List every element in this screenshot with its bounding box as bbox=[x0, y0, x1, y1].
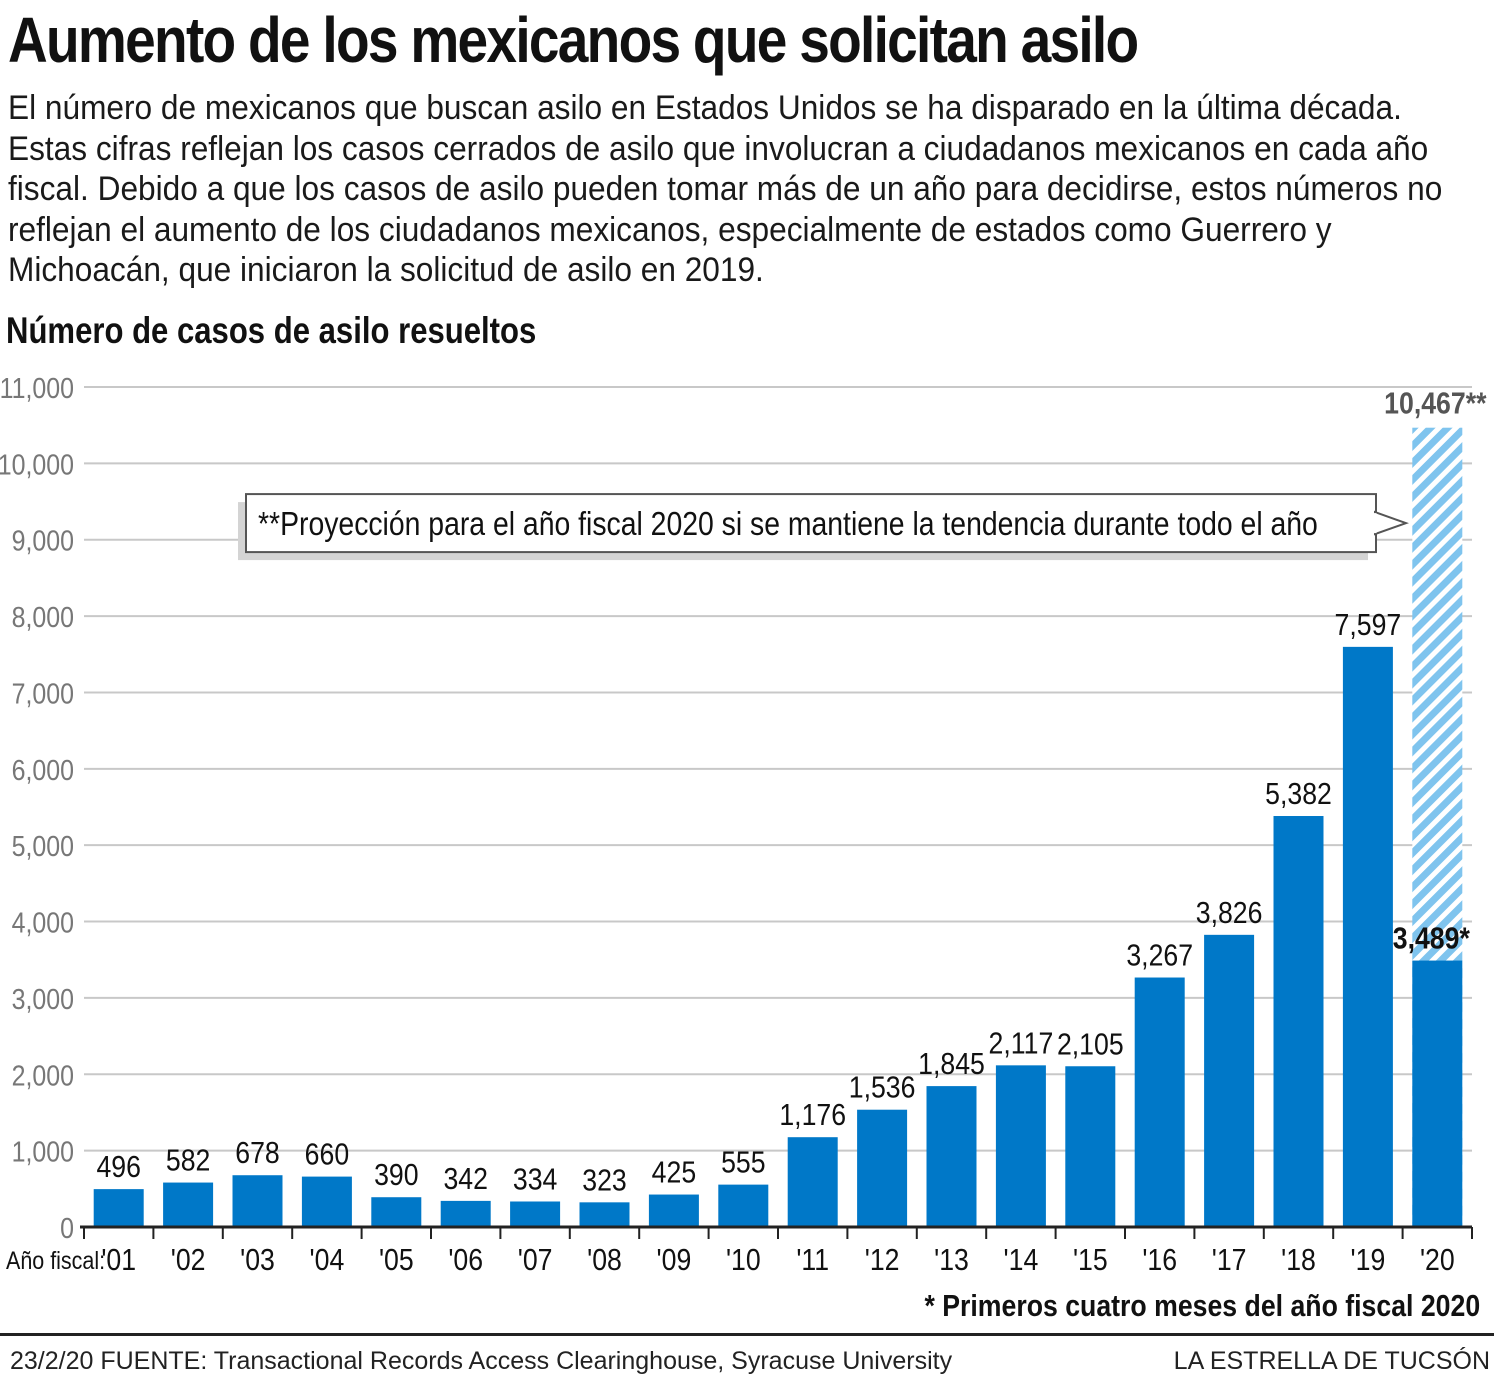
callout-text: **Proyección para el año fiscal 2020 si … bbox=[258, 505, 1318, 543]
bar-value-label: 3,267 bbox=[1126, 939, 1193, 973]
callout-box bbox=[245, 493, 1377, 554]
y-tick-label: 4,000 bbox=[12, 907, 74, 939]
x-tick-label: '12 bbox=[865, 1243, 900, 1277]
y-tick-label: 2,000 bbox=[12, 1060, 74, 1092]
x-tick-label: '03 bbox=[240, 1243, 275, 1277]
bar-value-label: 2,105 bbox=[1057, 1027, 1124, 1061]
bar bbox=[648, 1194, 699, 1227]
bar-chart: 10,467** 496 582 678 660 390 342 334 323 425 555 1,… bbox=[0, 372, 1487, 1277]
x-tick-label: '17 bbox=[1212, 1243, 1247, 1277]
bar-value-label: 323 bbox=[582, 1164, 626, 1198]
bar bbox=[995, 1065, 1046, 1227]
bar bbox=[1342, 646, 1393, 1227]
x-tick-label: '04 bbox=[310, 1243, 345, 1277]
intro-paragraph: El número de mexicanos que buscan asilo … bbox=[8, 89, 1443, 289]
y-tick-label: 10,000 bbox=[0, 449, 74, 481]
y-tick-label: 7,000 bbox=[12, 678, 74, 710]
x-tick-label: '10 bbox=[726, 1243, 761, 1277]
x-tick-label: '08 bbox=[587, 1243, 622, 1277]
bar-value-label: 390 bbox=[374, 1158, 418, 1192]
y-tick-label: 8,000 bbox=[12, 601, 74, 633]
bar-value-label: 1,536 bbox=[849, 1071, 916, 1105]
bar bbox=[787, 1137, 838, 1227]
bar bbox=[1134, 977, 1185, 1227]
bar bbox=[1273, 816, 1324, 1227]
projection-label: 10,467** bbox=[1384, 387, 1487, 421]
bar bbox=[718, 1184, 769, 1227]
x-tick-label: '09 bbox=[657, 1243, 692, 1277]
bar-value-label: 334 bbox=[513, 1163, 557, 1197]
publisher-name: LA ESTRELLA DE TUCSÓN bbox=[1173, 1347, 1490, 1375]
bar-value-label: 342 bbox=[443, 1162, 487, 1196]
x-tick-label: '15 bbox=[1073, 1243, 1108, 1277]
bar bbox=[163, 1182, 214, 1227]
bar bbox=[926, 1086, 977, 1227]
bar-value-label: 496 bbox=[96, 1150, 140, 1184]
bar bbox=[1065, 1066, 1116, 1227]
bar bbox=[232, 1175, 283, 1227]
x-tick-label: '01 bbox=[101, 1243, 136, 1277]
bar bbox=[857, 1109, 908, 1227]
x-tick-label: '07 bbox=[518, 1243, 553, 1277]
bar bbox=[93, 1189, 144, 1227]
bar-value-label: 2,117 bbox=[989, 1027, 1054, 1061]
x-tick-label: '13 bbox=[934, 1243, 969, 1277]
y-tick-label: 3,000 bbox=[12, 983, 74, 1015]
y-tick-label: 5,000 bbox=[12, 830, 74, 862]
bar-value-label: 3,826 bbox=[1196, 896, 1263, 930]
x-tick-label: '02 bbox=[171, 1243, 206, 1277]
bar bbox=[440, 1200, 491, 1227]
bar bbox=[1412, 960, 1463, 1227]
y-tick-label: 9,000 bbox=[12, 525, 74, 557]
bar-value-label: 678 bbox=[235, 1136, 279, 1170]
bar-value-label: 1,845 bbox=[918, 1047, 985, 1081]
x-tick-label: '16 bbox=[1142, 1243, 1177, 1277]
bar-value-label: 3,489* bbox=[1393, 922, 1471, 956]
x-tick-label: '18 bbox=[1281, 1243, 1316, 1277]
x-tick-label: '14 bbox=[1004, 1243, 1039, 1277]
chart-subtitle: Número de casos de asilo resueltos bbox=[6, 310, 537, 351]
bar bbox=[371, 1197, 422, 1227]
page-title: Aumento de los mexicanos que solicitan a… bbox=[8, 4, 1139, 76]
bar-value-label: 555 bbox=[721, 1146, 765, 1180]
bar-value-label: 660 bbox=[305, 1138, 349, 1172]
x-tick-label: '19 bbox=[1351, 1243, 1386, 1277]
bar-value-label: 7,597 bbox=[1335, 608, 1402, 642]
x-axis-label: Año fiscal: bbox=[6, 1246, 105, 1274]
footer-divider bbox=[0, 1333, 1494, 1336]
x-tick-label: '05 bbox=[379, 1243, 414, 1277]
y-tick-label: 6,000 bbox=[12, 754, 74, 786]
source-credit: 23/2/20 FUENTE: Transactional Records Ac… bbox=[10, 1347, 953, 1375]
x-tick-label: '20 bbox=[1420, 1243, 1455, 1277]
bar-value-label: 5,382 bbox=[1265, 777, 1332, 811]
bar bbox=[1204, 934, 1255, 1227]
callout-pointer bbox=[1374, 510, 1409, 536]
bar-value-label: 1,176 bbox=[779, 1098, 846, 1132]
bar bbox=[579, 1202, 630, 1227]
bar-value-label: 582 bbox=[166, 1144, 210, 1178]
bar bbox=[301, 1176, 352, 1227]
bar-value-label: 425 bbox=[652, 1156, 696, 1190]
x-tick-label: '11 bbox=[796, 1243, 829, 1277]
y-tick-label: 11,000 bbox=[0, 372, 74, 404]
footnote: * Primeros cuatro meses del año fiscal 2… bbox=[924, 1288, 1480, 1323]
x-tick-label: '06 bbox=[448, 1243, 483, 1277]
y-tick-label: 0 bbox=[60, 1212, 74, 1244]
y-tick-label: 1,000 bbox=[12, 1136, 74, 1168]
bar bbox=[510, 1201, 561, 1227]
